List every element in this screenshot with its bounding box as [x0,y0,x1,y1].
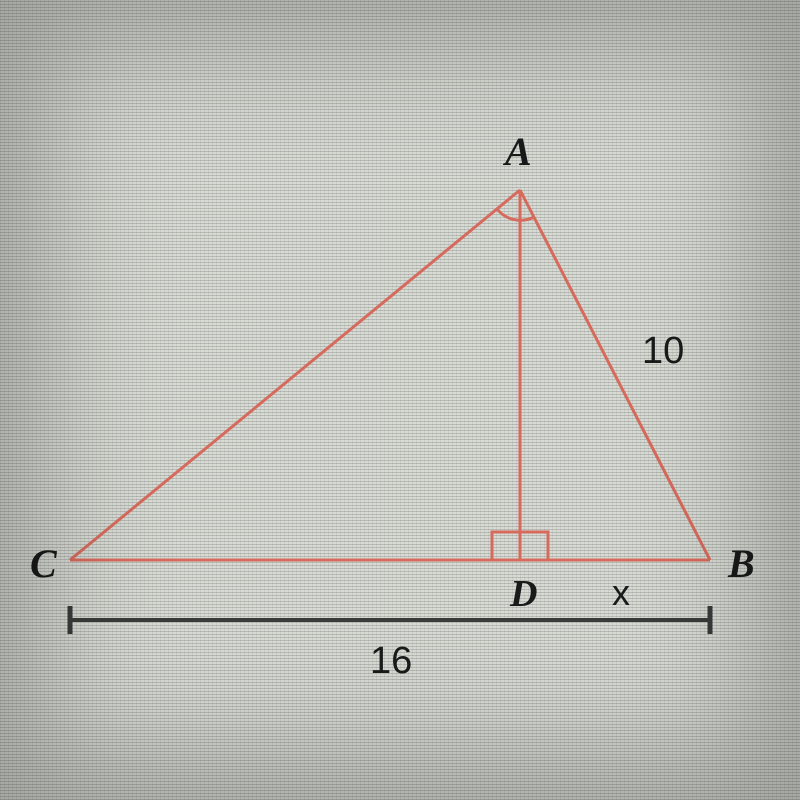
label-D: D [510,572,537,616]
label-B: B [728,540,755,587]
label-AB-length: 10 [642,330,684,373]
diagram-container: { "diagram": { "type": "geometry-triangl… [0,0,800,800]
segment-CA [70,190,520,560]
label-A: A [505,128,532,175]
label-DB-length: x [612,572,630,614]
label-CB-length: 16 [370,640,412,683]
label-C: C [30,540,57,587]
segment-AB [520,190,710,560]
apex-angle-arc [497,209,534,220]
